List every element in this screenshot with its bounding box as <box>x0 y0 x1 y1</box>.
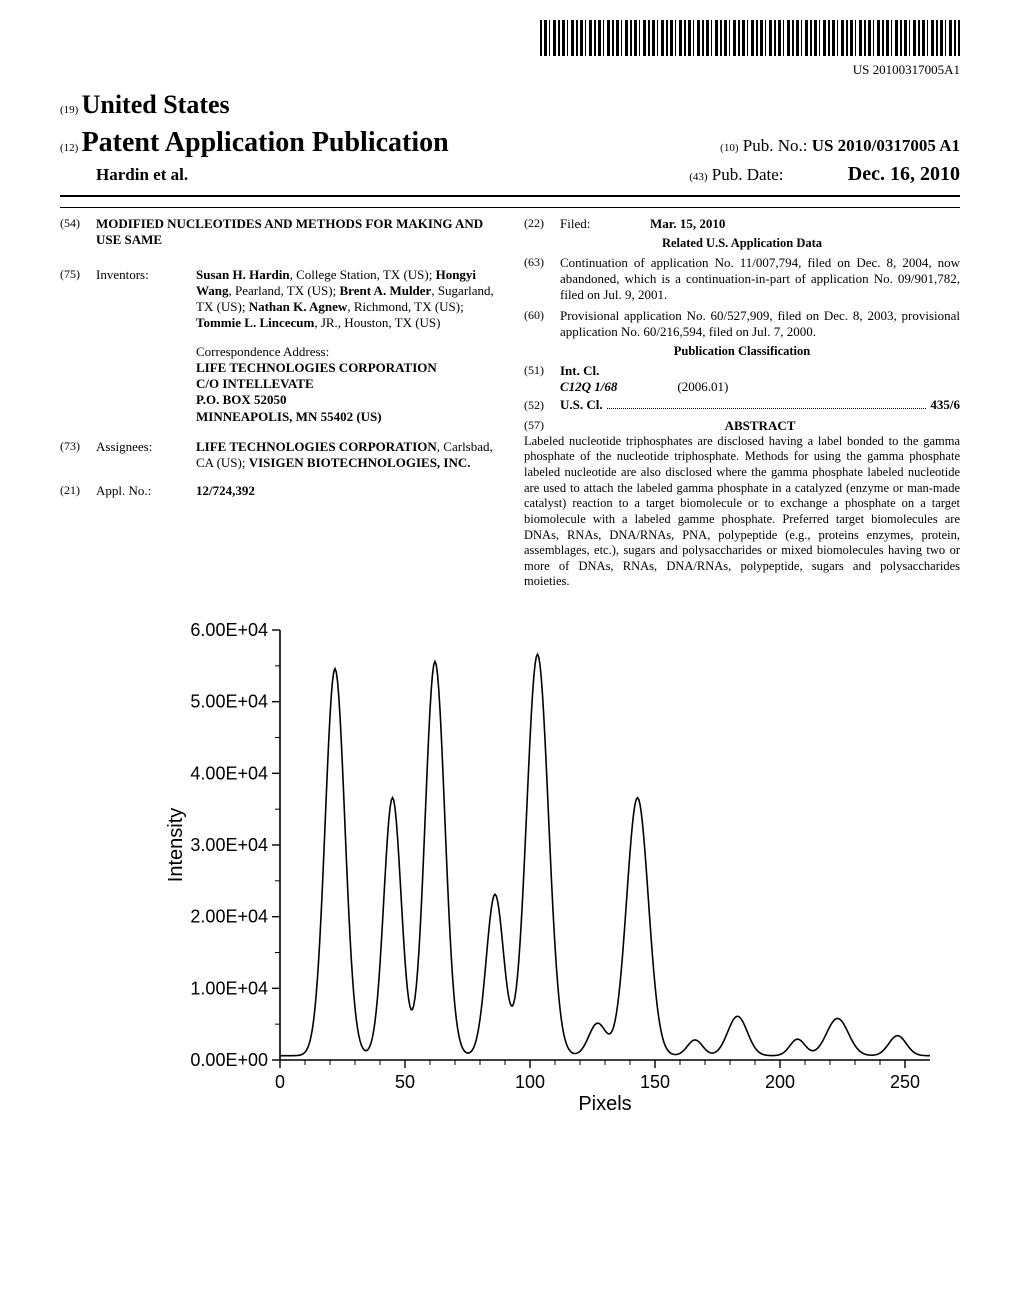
divider-thick <box>60 195 960 197</box>
barcode-area <box>60 20 960 60</box>
corr-line-4: MINNEAPOLIS, MN 55402 (US) <box>196 409 496 425</box>
right-column: (22) Filed: Mar. 15, 2010 Related U.S. A… <box>524 216 960 590</box>
doc-type: Patent Application Publication <box>82 127 449 158</box>
filed-label: Filed: <box>560 216 620 232</box>
body-columns: (54) MODIFIED NUCLEOTIDES AND METHODS FO… <box>60 216 960 590</box>
svg-text:2.00E+04: 2.00E+04 <box>190 907 268 927</box>
abstract-label: ABSTRACT <box>560 418 960 434</box>
applno: 12/724,392 <box>196 483 496 499</box>
divider-thin <box>60 207 960 208</box>
item60: Provisional application No. 60/527,909, … <box>560 308 960 341</box>
svg-text:250: 250 <box>890 1072 920 1092</box>
svg-text:1.00E+04: 1.00E+04 <box>190 978 268 998</box>
correspondence: Correspondence Address: LIFE TECHNOLOGIE… <box>196 344 496 425</box>
uscl-dots <box>607 408 927 409</box>
svg-text:0: 0 <box>275 1072 285 1092</box>
country-code: (19) <box>60 104 78 116</box>
filed: Mar. 15, 2010 <box>620 216 960 232</box>
inventors-body: Susan H. Hardin, College Station, TX (US… <box>196 267 496 332</box>
pub-date-label: Pub. Date: <box>712 165 784 184</box>
pub-no-code: (10) <box>720 142 738 154</box>
intcl-val: C12Q 1/68 <box>560 379 617 395</box>
assignees-label: Assignees: <box>96 439 196 472</box>
svg-text:Intensity: Intensity <box>165 808 187 882</box>
invention-title: MODIFIED NUCLEOTIDES AND METHODS FOR MAK… <box>96 216 496 249</box>
assignees-body: LIFE TECHNOLOGIES CORPORATION, Carlsbad,… <box>196 439 496 472</box>
svg-text:5.00E+04: 5.00E+04 <box>190 692 268 712</box>
pub-date: Dec. 16, 2010 <box>848 163 960 185</box>
authors-line: Hardin et al. (43) Pub. Date: Dec. 16, 2… <box>60 162 960 187</box>
intensity-chart: 0.00E+00 1.00E+04 2.00E+04 3.00E+04 4.00E+04… <box>160 620 940 1120</box>
corr-line-1: LIFE TECHNOLOGIES CORPORATION <box>196 360 496 376</box>
uscl-val: 435/6 <box>930 397 960 413</box>
pub-no-label: Pub. No.: <box>743 136 808 155</box>
applno-label: Appl. No.: <box>96 483 196 499</box>
barcode <box>540 20 960 56</box>
inventors-label: Inventors: <box>96 267 196 332</box>
header: (19) United States <box>60 89 960 122</box>
corr-line-2: C/O INTELLEVATE <box>196 376 496 392</box>
pub-date-code: (43) <box>689 171 707 183</box>
intcl-code: (51) <box>524 363 560 379</box>
uscl-code: (52) <box>524 398 560 413</box>
chart: 0.00E+00 1.00E+04 2.00E+04 3.00E+04 4.00E+04… <box>60 620 960 1120</box>
assignees-code: (73) <box>60 439 96 472</box>
uscl-label: U.S. Cl. <box>560 397 603 413</box>
intcl-year: (2006.01) <box>677 379 728 395</box>
country: United States <box>82 90 230 119</box>
barcode-label: US 20100317005A1 <box>60 62 960 78</box>
inventors-code: (75) <box>60 267 96 332</box>
pub-no: US 2010/0317005 A1 <box>812 136 960 155</box>
title-code: (54) <box>60 216 96 249</box>
item63-code: (63) <box>524 255 560 304</box>
svg-text:Pixels: Pixels <box>578 1093 631 1115</box>
left-column: (54) MODIFIED NUCLEOTIDES AND METHODS FO… <box>60 216 496 590</box>
svg-text:150: 150 <box>640 1072 670 1092</box>
abstract-code: (57) <box>524 418 560 434</box>
intcl-label: Int. Cl. <box>560 363 599 379</box>
svg-text:3.00E+04: 3.00E+04 <box>190 835 268 855</box>
corr-line-3: P.O. BOX 52050 <box>196 392 496 408</box>
corr-label: Correspondence Address: <box>196 344 496 360</box>
item63: Continuation of application No. 11/007,7… <box>560 255 960 304</box>
doc-type-code: (12) <box>60 142 78 154</box>
svg-text:200: 200 <box>765 1072 795 1092</box>
header-row: (12) Patent Application Publication (10)… <box>60 125 960 160</box>
item60-code: (60) <box>524 308 560 341</box>
applno-code: (21) <box>60 483 96 499</box>
abstract-body: Labeled nucleotide triphosphates are dis… <box>524 434 960 590</box>
svg-text:0.00E+00: 0.00E+00 <box>190 1050 268 1070</box>
filed-code: (22) <box>524 216 560 232</box>
authors: Hardin et al. <box>60 164 188 185</box>
svg-text:4.00E+04: 4.00E+04 <box>190 763 268 783</box>
related-heading: Related U.S. Application Data <box>524 236 960 252</box>
svg-text:50: 50 <box>395 1072 415 1092</box>
svg-text:6.00E+04: 6.00E+04 <box>190 620 268 640</box>
pubclass-heading: Publication Classification <box>524 344 960 360</box>
svg-text:100: 100 <box>515 1072 545 1092</box>
